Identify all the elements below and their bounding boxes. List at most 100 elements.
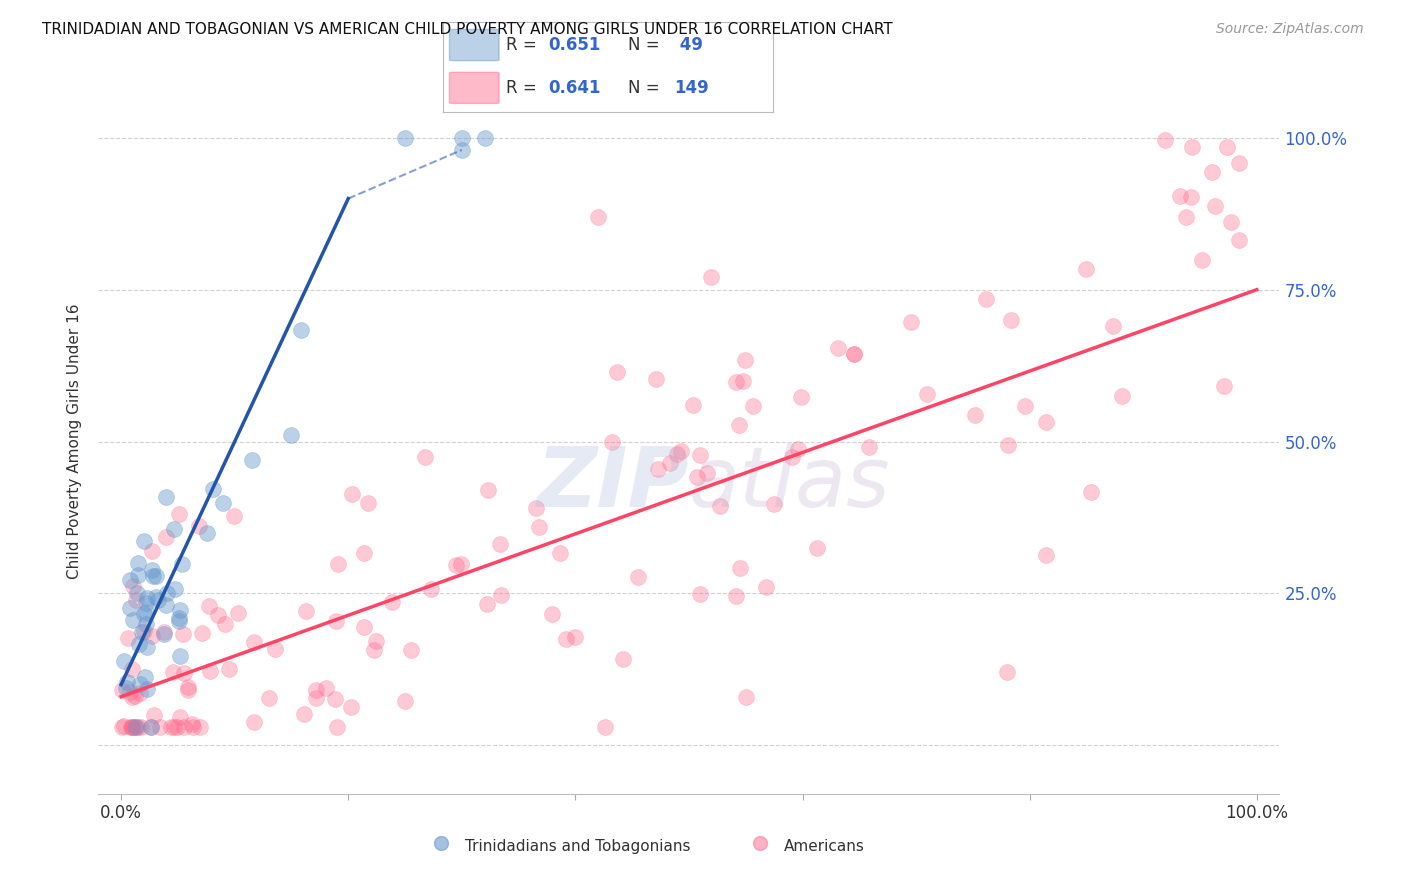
Point	[243, 715, 266, 730]
Point	[167, 615, 190, 629]
Point	[280, 428, 302, 442]
Point	[666, 447, 689, 461]
Point	[145, 591, 167, 605]
Point	[381, 595, 404, 609]
Point	[353, 545, 375, 559]
Point	[326, 720, 349, 734]
Point	[173, 666, 195, 681]
Point	[177, 680, 200, 694]
Point	[294, 604, 316, 618]
Point	[1035, 549, 1057, 563]
Point	[709, 499, 731, 513]
Point	[900, 315, 922, 329]
Point	[353, 620, 375, 634]
Point	[731, 374, 754, 388]
Point	[1080, 484, 1102, 499]
Point	[612, 652, 634, 666]
Point	[842, 347, 865, 361]
Point	[166, 720, 188, 734]
Point	[139, 720, 162, 734]
Point	[127, 556, 149, 570]
Point	[127, 568, 149, 582]
Point	[627, 570, 650, 584]
Point	[195, 526, 218, 541]
Y-axis label: Child Poverty Among Girls Under 16: Child Poverty Among Girls Under 16	[67, 304, 83, 579]
Text: 49: 49	[675, 36, 703, 54]
Point	[366, 634, 388, 648]
Point	[155, 491, 177, 505]
Point	[477, 483, 499, 497]
Point	[163, 720, 186, 734]
Point	[413, 450, 436, 464]
Text: 149: 149	[675, 78, 709, 97]
Point	[112, 654, 135, 668]
Point	[125, 720, 148, 734]
Point	[132, 607, 155, 621]
Text: R =: R =	[506, 78, 541, 97]
Point	[915, 386, 938, 401]
Point	[121, 720, 143, 734]
Point	[363, 643, 385, 657]
Point	[827, 341, 849, 355]
Point	[124, 720, 146, 734]
Point	[647, 462, 669, 476]
Point	[689, 587, 711, 601]
Point	[162, 665, 184, 680]
Point	[211, 496, 233, 510]
Point	[135, 597, 157, 611]
Point	[153, 627, 176, 641]
Point	[170, 558, 193, 572]
Point	[399, 643, 422, 657]
Point	[450, 143, 472, 157]
Point	[1229, 155, 1251, 169]
Point	[155, 530, 177, 544]
Point	[117, 632, 139, 646]
Point	[292, 706, 315, 721]
Point	[965, 408, 987, 422]
Point	[134, 670, 156, 684]
Point	[475, 598, 498, 612]
FancyBboxPatch shape	[450, 72, 499, 103]
Point	[139, 720, 162, 734]
Point	[200, 664, 222, 678]
Point	[145, 568, 167, 582]
Point	[122, 613, 145, 627]
Point	[644, 372, 666, 386]
FancyBboxPatch shape	[450, 29, 499, 61]
Point	[682, 398, 704, 412]
Point	[264, 641, 287, 656]
Point	[169, 611, 191, 625]
Point	[156, 586, 179, 600]
Point	[135, 605, 157, 619]
Point	[1204, 199, 1226, 213]
Point	[111, 683, 134, 698]
Point	[786, 442, 808, 456]
Point	[325, 615, 347, 629]
Point	[997, 438, 1019, 452]
Point	[155, 598, 177, 612]
Point	[162, 522, 184, 536]
Point	[129, 677, 152, 691]
Point	[117, 739, 139, 753]
Point	[115, 674, 138, 689]
Point	[129, 720, 152, 734]
Point	[167, 507, 190, 521]
Point	[207, 608, 229, 623]
Point	[121, 690, 143, 704]
Point	[141, 629, 163, 643]
Point	[474, 130, 496, 145]
Point	[135, 681, 157, 696]
Point	[725, 589, 748, 603]
Text: 0.641: 0.641	[548, 78, 602, 97]
Point	[728, 417, 751, 432]
Point	[197, 599, 219, 613]
Point	[548, 546, 571, 560]
Point	[741, 399, 763, 413]
Point	[1000, 312, 1022, 326]
Point	[169, 649, 191, 664]
Point	[120, 720, 142, 734]
Point	[762, 497, 785, 511]
Point	[149, 720, 172, 734]
Point	[128, 637, 150, 651]
Point	[183, 720, 205, 734]
